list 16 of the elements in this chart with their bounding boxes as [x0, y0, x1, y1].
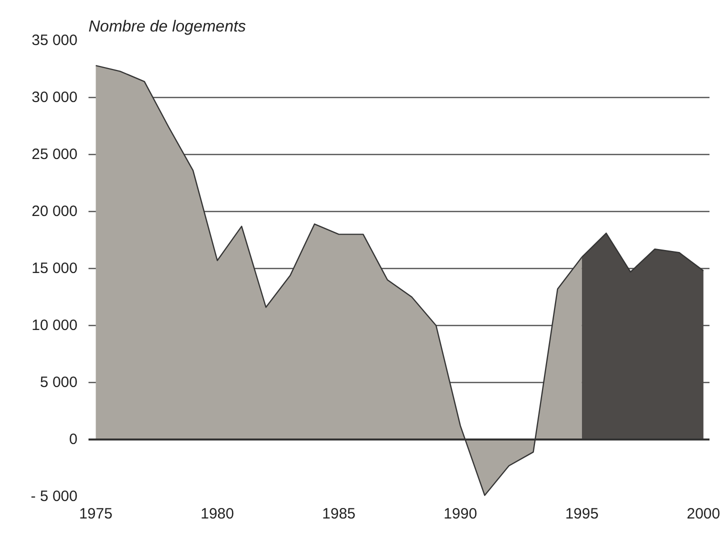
- y-tick-label: 25 000: [32, 146, 78, 163]
- y-tick-label: 10 000: [32, 317, 78, 334]
- y-tick-label: 0: [69, 431, 78, 448]
- y-axis-title: Nombre de logements: [88, 18, 246, 36]
- x-tick-label: 1995: [565, 506, 599, 522]
- x-tick-label: 1985: [322, 506, 356, 522]
- x-tick-label: 1990: [444, 506, 478, 522]
- x-tick-label: 1975: [79, 506, 112, 522]
- y-tick-label: 5 000: [40, 374, 78, 391]
- x-tick-label: 2000: [686, 506, 720, 522]
- y-tick-label: 30 000: [32, 89, 78, 106]
- x-tick-label: 1980: [200, 506, 234, 522]
- y-tick-label: 15 000: [32, 260, 78, 277]
- y-tick-label: 20 000: [32, 203, 78, 220]
- y-tick-label: 35 000: [32, 32, 78, 49]
- y-tick-label: - 5 000: [30, 488, 78, 505]
